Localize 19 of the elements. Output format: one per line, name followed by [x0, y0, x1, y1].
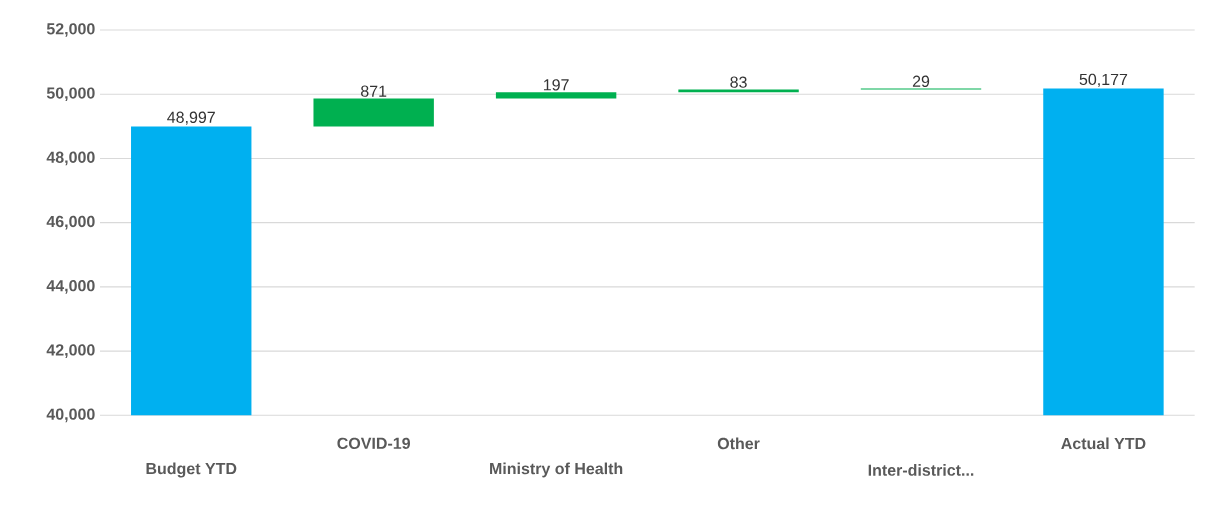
- y-tick-label: 46,000: [46, 215, 95, 230]
- y-tick-label: 40,000: [46, 408, 95, 423]
- data-label: 29: [912, 75, 930, 87]
- y-tick-label: 52,000: [46, 23, 95, 37]
- x-tick-label: Inter-district...: [868, 464, 974, 476]
- x-tick-label: COVID-19: [337, 437, 410, 449]
- x-tick-label: Budget YTD: [146, 462, 237, 478]
- data-label: 83: [730, 76, 747, 88]
- y-tick-label: 42,000: [46, 344, 95, 358]
- x-tick-label: Ministry of Health: [490, 462, 623, 478]
- data-label: 871: [361, 85, 387, 97]
- data-label: 197: [543, 79, 569, 91]
- data-label: 50,177: [1079, 73, 1128, 87]
- data-label: 48,997: [167, 111, 215, 125]
- x-tick-label: Actual YTD: [1061, 437, 1146, 450]
- y-tick-label: 44,000: [46, 280, 95, 294]
- y-tick-label: 50,000: [46, 87, 95, 102]
- y-tick-label: 48,000: [46, 151, 95, 166]
- x-tick-label: Other: [717, 437, 760, 450]
